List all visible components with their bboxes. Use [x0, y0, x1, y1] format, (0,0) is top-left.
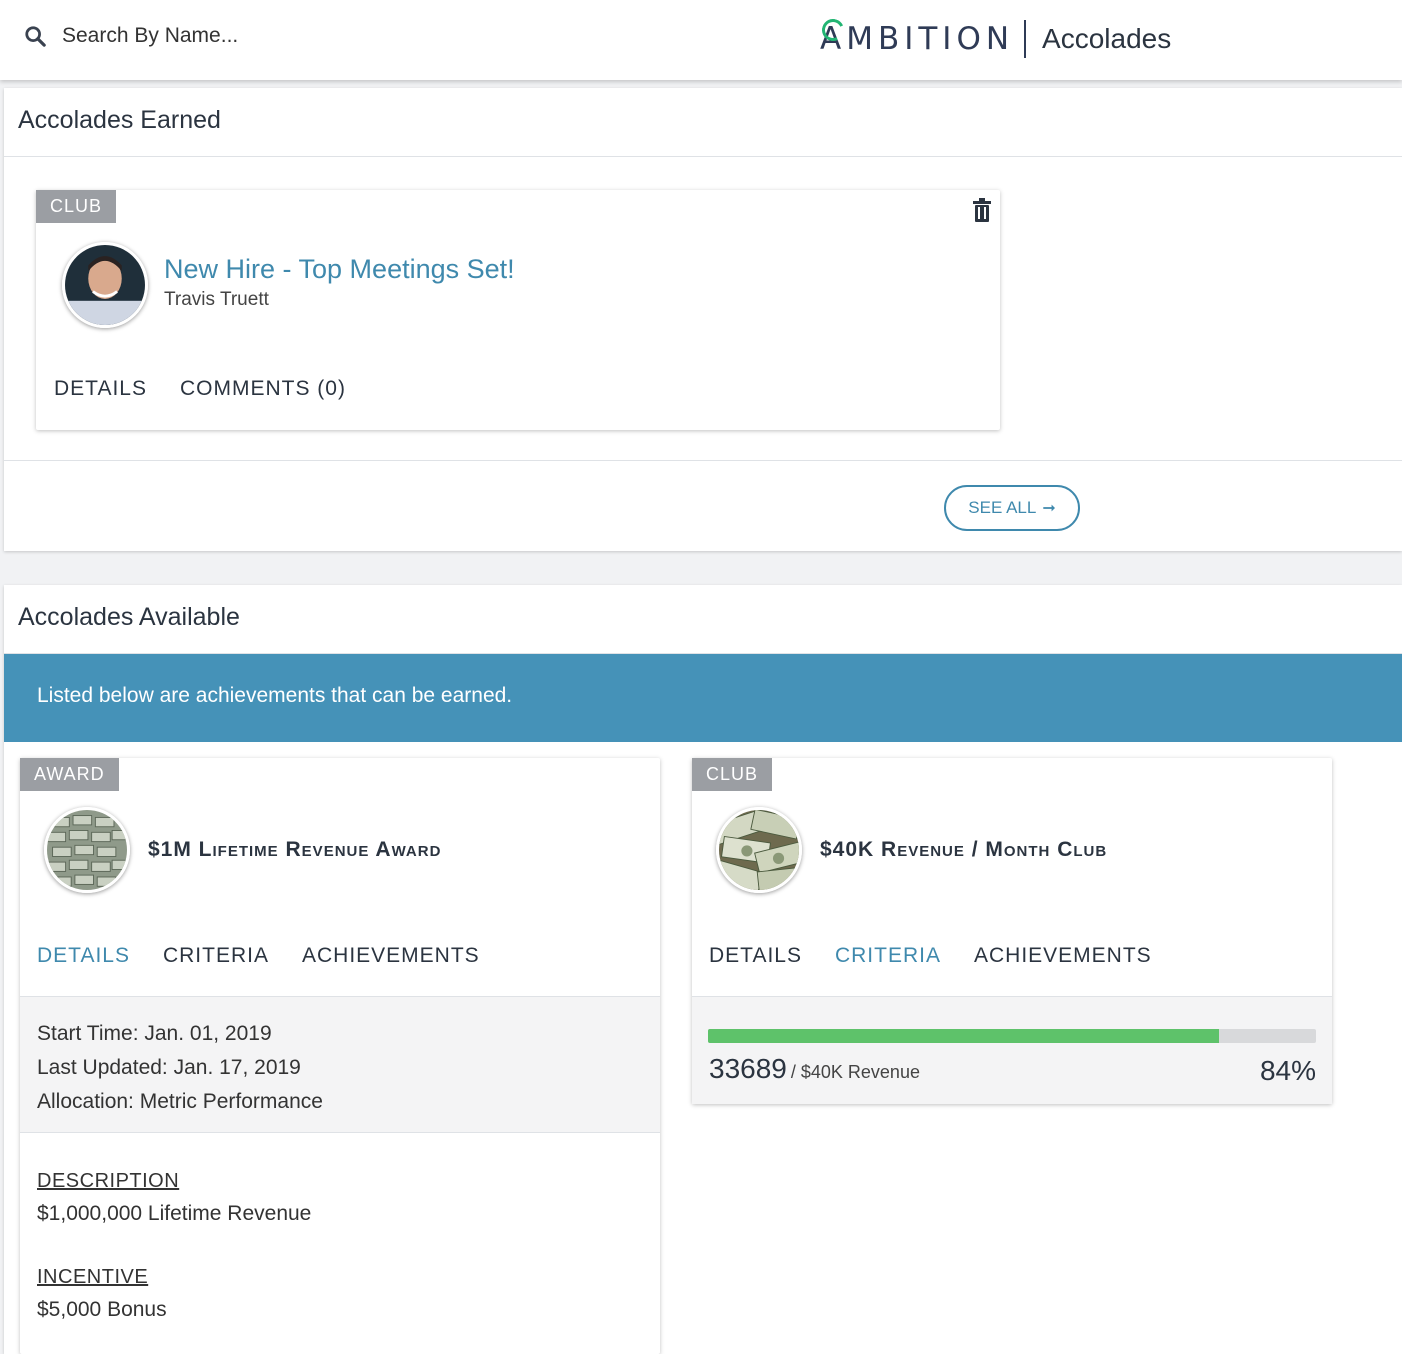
- available-accolade-card: AWARD $1M Lifetime Revenue Award DETAILS…: [20, 758, 660, 1354]
- top-bar: AMBITION Accolades: [0, 0, 1402, 80]
- trash-icon[interactable]: [972, 198, 992, 222]
- avatar[interactable]: [62, 242, 148, 328]
- progress-target: / $40K Revenue: [790, 1062, 920, 1082]
- user-photo-icon: [65, 245, 145, 325]
- tab-criteria[interactable]: CRITERIA: [834, 944, 941, 967]
- description-value: $1,000,000 Lifetime Revenue: [37, 1202, 312, 1225]
- ambition-logo[interactable]: AMBITION: [818, 15, 1015, 57]
- allocation: Allocation: Metric Performance: [37, 1090, 323, 1113]
- description-label: DESCRIPTION: [37, 1170, 180, 1192]
- search-input[interactable]: [62, 24, 382, 48]
- accolade-title: $40K Revenue / Month Club: [820, 838, 1108, 861]
- accolade-type-badge: AWARD: [20, 758, 119, 791]
- tab-criteria[interactable]: CRITERIA: [162, 944, 269, 967]
- money-bills-icon: [719, 810, 799, 890]
- incentive-label: INCENTIVE: [37, 1266, 149, 1288]
- earned-card-tabs: DETAILS COMMENTS (0): [54, 377, 379, 401]
- brand-divider: [1024, 20, 1027, 58]
- tab-details[interactable]: DETAILS: [709, 944, 802, 967]
- search-icon[interactable]: [24, 25, 46, 47]
- tab-achievements[interactable]: ACHIEVEMENTS: [973, 944, 1152, 967]
- available-accolade-card: CLUB $40K Revenue / Month Club DETAILS C…: [692, 758, 1332, 1104]
- accolade-title: $1M Lifetime Revenue Award: [148, 838, 442, 861]
- progress-bar-fill: [708, 1029, 1219, 1043]
- accolade-title-link[interactable]: New Hire - Top Meetings Set!: [164, 254, 515, 284]
- club-card-tabs: DETAILS CRITERIA ACHIEVEMENTS: [709, 944, 1185, 968]
- tab-details[interactable]: DETAILS: [54, 377, 147, 400]
- accolades-earned-panel: Accolades Earned CLUB New Hire - Top Mee…: [4, 88, 1402, 551]
- accolade-image: [716, 807, 802, 893]
- criteria-progress: 33689/ $40K Revenue 84%: [692, 996, 1332, 1104]
- start-time: Start Time: Jan. 01, 2019: [37, 1022, 272, 1045]
- accolade-image: [44, 807, 130, 893]
- accolades-available-panel: Accolades Available Listed below are ach…: [4, 585, 1402, 1354]
- accolade-recipient: Travis Truett: [164, 289, 269, 310]
- progress-bar: [708, 1029, 1316, 1043]
- incentive-value: $5,000 Bonus: [37, 1298, 167, 1321]
- earned-accolade-card: CLUB New Hire - Top Meetings Set! Travis…: [36, 190, 1000, 430]
- accolade-type-badge: CLUB: [692, 758, 773, 791]
- arrow-right-icon: ➞: [1042, 500, 1056, 517]
- tab-comments[interactable]: COMMENTS (0): [179, 377, 346, 400]
- progress-current-value: 33689: [709, 1053, 787, 1084]
- last-updated: Last Updated: Jan. 17, 2019: [37, 1056, 301, 1079]
- brand: AMBITION Accolades: [818, 15, 1172, 60]
- page-title: Accolades: [1042, 23, 1172, 54]
- logo-text: AMBITION: [820, 21, 1015, 57]
- see-all-label: SEE ALL: [968, 498, 1037, 517]
- info-banner: Listed below are achievements that can b…: [4, 654, 1402, 742]
- see-all-button[interactable]: SEE ALL ➞: [944, 485, 1080, 531]
- accolades-earned-footer: SEE ALL ➞: [4, 460, 1402, 551]
- accolades-available-header: Accolades Available: [4, 585, 1402, 654]
- money-stacks-icon: [47, 810, 127, 890]
- accolades-earned-header: Accolades Earned: [4, 88, 1402, 157]
- tab-details[interactable]: DETAILS: [37, 944, 130, 967]
- search-bar: [24, 24, 382, 48]
- award-details-box: Start Time: Jan. 01, 2019 Last Updated: …: [20, 996, 660, 1133]
- accolade-type-badge: CLUB: [36, 190, 117, 223]
- tab-achievements[interactable]: ACHIEVEMENTS: [301, 944, 480, 967]
- award-card-tabs: DETAILS CRITERIA ACHIEVEMENTS: [37, 944, 513, 968]
- progress-percent: 84%: [1259, 1055, 1316, 1086]
- progress-current: 33689/ $40K Revenue: [709, 1053, 920, 1085]
